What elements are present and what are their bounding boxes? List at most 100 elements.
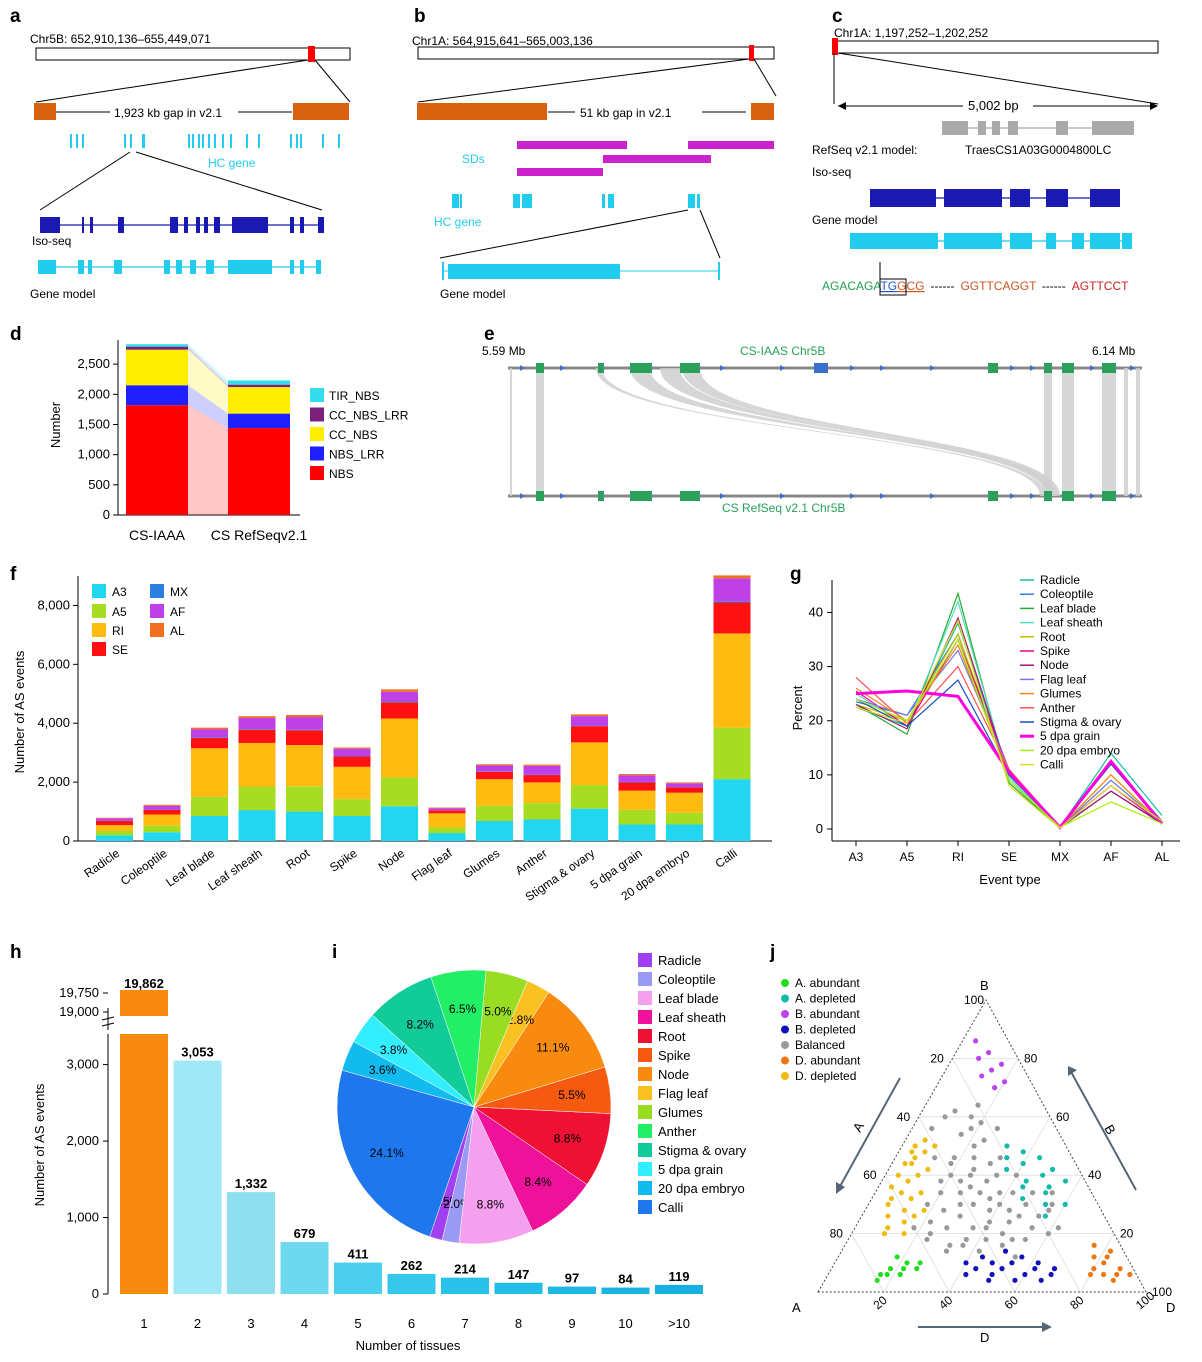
data-point bbox=[992, 1085, 998, 1091]
y-tick-label: 0 bbox=[103, 507, 110, 522]
x-tick-label: >10 bbox=[668, 1316, 690, 1331]
data-point bbox=[1010, 1190, 1016, 1196]
strand-arrow bbox=[520, 365, 525, 371]
x-tick-label: Anther bbox=[513, 846, 550, 878]
data-point bbox=[960, 1242, 966, 1248]
x-tick-label: Node bbox=[376, 846, 408, 874]
exon bbox=[228, 260, 268, 274]
data-point bbox=[1062, 1201, 1068, 1207]
x-tick-label: 4 bbox=[301, 1316, 308, 1331]
x-tick-label: 8 bbox=[515, 1316, 522, 1331]
data-point bbox=[984, 1178, 990, 1184]
exon bbox=[448, 264, 620, 279]
pie-value-label: 5.5% bbox=[558, 1088, 586, 1102]
data-point bbox=[997, 1155, 1003, 1161]
legend-swatch bbox=[638, 1200, 652, 1214]
axis-break bbox=[101, 1016, 115, 1027]
data-point bbox=[999, 1242, 1005, 1248]
synteny-link bbox=[1136, 368, 1140, 496]
exon bbox=[318, 217, 324, 233]
bar-value-label: 411 bbox=[348, 1247, 369, 1262]
x-tick-label: 6 bbox=[408, 1316, 415, 1331]
legend-swatch bbox=[92, 642, 106, 656]
bar-value-label: 262 bbox=[401, 1258, 423, 1273]
data-point bbox=[1062, 1178, 1069, 1184]
bar-al bbox=[143, 804, 181, 806]
data-point bbox=[1110, 1277, 1116, 1283]
strand-arrow bbox=[520, 493, 525, 499]
hc-gene-tick bbox=[322, 134, 324, 148]
data-point bbox=[1020, 1184, 1026, 1190]
bar-a5 bbox=[618, 809, 656, 825]
data-point bbox=[901, 1231, 907, 1237]
bar-a3 bbox=[523, 819, 561, 841]
legend-label: AF bbox=[170, 605, 185, 619]
legend-label: Calli bbox=[1040, 758, 1063, 772]
refseq-model-track bbox=[942, 121, 1134, 135]
legend-swatch bbox=[92, 584, 106, 598]
y-tick-label: 2,000 bbox=[66, 1133, 99, 1148]
hc-gene-tick bbox=[338, 134, 340, 148]
tick-label-d: 20 bbox=[871, 1293, 890, 1313]
data-point bbox=[1029, 1190, 1036, 1196]
e-right-mb: 6.14 Mb bbox=[1092, 344, 1136, 358]
panel-b-hc-gene-label: HC gene bbox=[434, 215, 482, 229]
panel-a-gap-text: 1,923 kb gap in v2.1 bbox=[114, 106, 222, 120]
bar bbox=[280, 1242, 329, 1294]
data-point bbox=[981, 1137, 987, 1143]
synteny-link bbox=[630, 368, 1054, 496]
isoseq-exon bbox=[1056, 189, 1068, 207]
model-exon bbox=[1122, 233, 1132, 249]
synteny-link bbox=[510, 368, 512, 496]
x-tick-label: 2 bbox=[194, 1316, 201, 1331]
gene-block-bottom bbox=[988, 491, 998, 501]
data-point bbox=[924, 1236, 930, 1243]
data-point bbox=[957, 1213, 963, 1219]
strand-arrow bbox=[1010, 493, 1015, 499]
data-point bbox=[1004, 1166, 1010, 1172]
bar-se bbox=[618, 782, 656, 791]
bar-se bbox=[333, 756, 371, 767]
bar-a3 bbox=[571, 808, 608, 841]
bar-upper bbox=[120, 990, 168, 1016]
x-tick-label: Calli bbox=[713, 846, 740, 871]
bar-al bbox=[96, 817, 133, 819]
x-tick-label: RI bbox=[952, 850, 964, 864]
h-ylabel: Number of AS events bbox=[32, 1083, 47, 1206]
legend-label: 5 dpa grain bbox=[1040, 729, 1100, 743]
bar bbox=[387, 1273, 436, 1294]
data-point bbox=[1004, 1143, 1010, 1149]
legend-swatch bbox=[310, 427, 324, 441]
panel-g: g Percent Event type 0 10 20 30 40 A3 A5 RI SE MX… bbox=[790, 564, 1180, 887]
y-tick-label: 1,500 bbox=[77, 416, 110, 431]
panel-b-coords: Chr1A: 564,915,641–565,003,136 bbox=[412, 34, 593, 48]
model-exon bbox=[1090, 233, 1120, 249]
data-point bbox=[986, 1219, 993, 1225]
gene-block-right bbox=[751, 103, 774, 120]
legend-label: Root bbox=[658, 1029, 686, 1044]
x-tick-label: Spike bbox=[327, 846, 360, 875]
bar-al bbox=[238, 716, 276, 718]
gene-block-top bbox=[1102, 363, 1116, 373]
bar bbox=[334, 1262, 382, 1294]
panel-label-g: g bbox=[790, 564, 802, 585]
data-point bbox=[958, 1131, 964, 1137]
g-ylabel: Percent bbox=[790, 685, 805, 730]
data-point bbox=[1035, 1260, 1041, 1266]
legend-swatch bbox=[638, 972, 652, 986]
panel-b-gap-text: 51 kb gap in v2.1 bbox=[580, 106, 672, 120]
legend-label: Leaf sheath bbox=[658, 1010, 726, 1025]
hc-gene-tick bbox=[258, 134, 260, 148]
bar-a5 bbox=[428, 827, 466, 834]
strand-arrow bbox=[780, 493, 785, 499]
data-point bbox=[1114, 1271, 1120, 1278]
legend-swatch bbox=[638, 1010, 652, 1024]
gene-model-track bbox=[850, 233, 1132, 249]
tick-label-d: 60 bbox=[1002, 1293, 1021, 1313]
data-point bbox=[898, 1190, 904, 1196]
bar-a3 bbox=[238, 810, 276, 841]
data-point bbox=[1029, 1225, 1035, 1231]
data-point bbox=[987, 1207, 993, 1213]
bar-cc_nbs_lrr bbox=[228, 384, 290, 388]
